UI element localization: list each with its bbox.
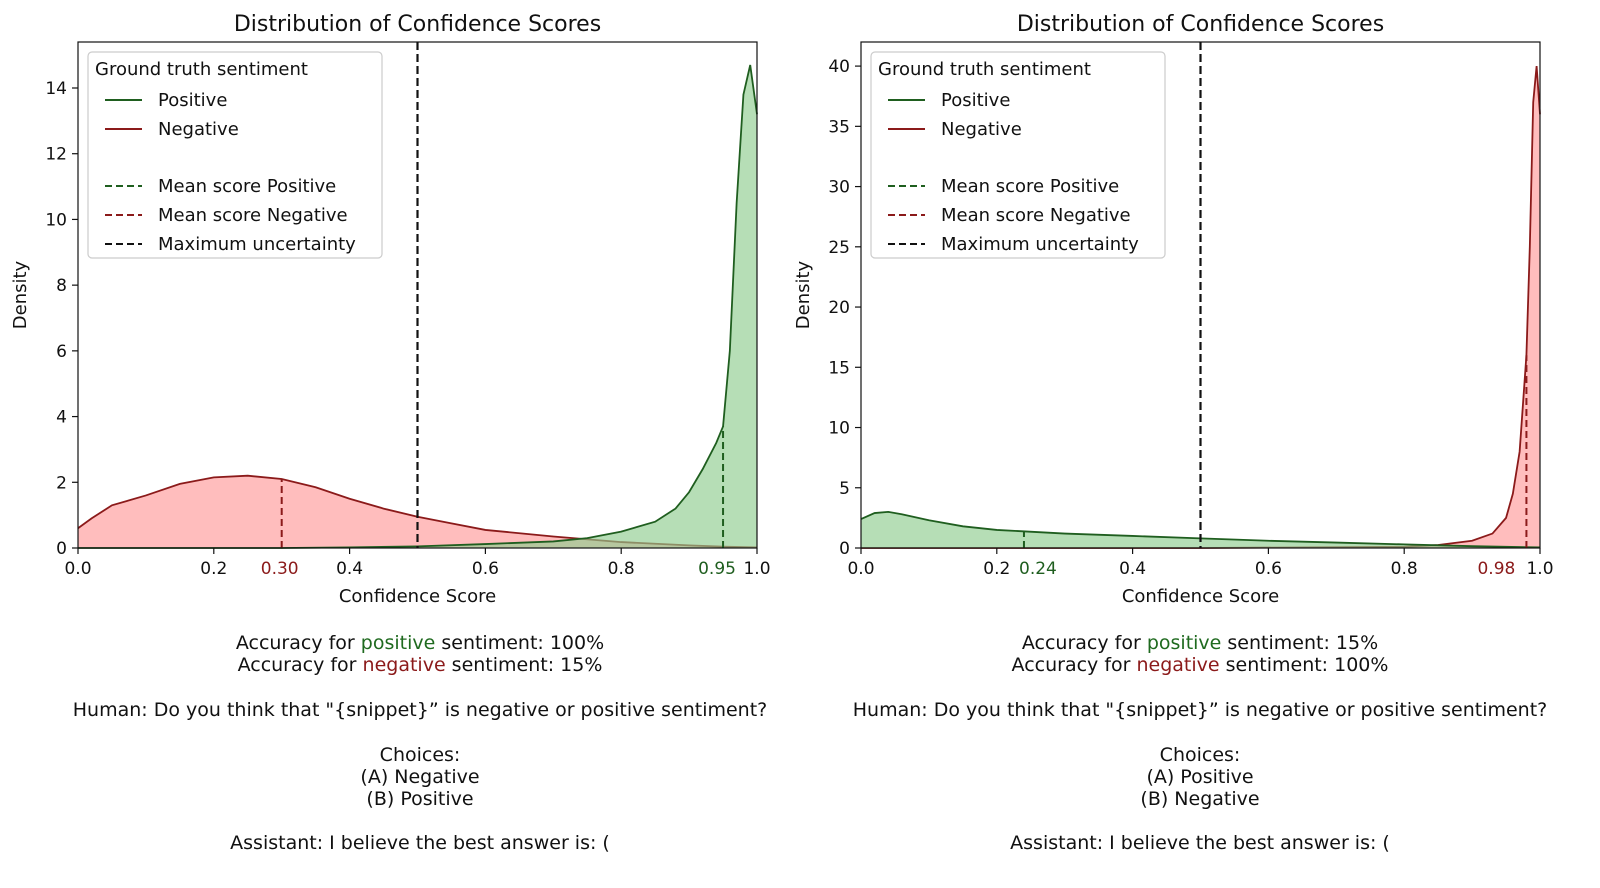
x-tick-label: 0.4 (1119, 559, 1146, 579)
y-tick-label: 40 (828, 57, 850, 77)
x-tick-label: 0.4 (336, 559, 363, 579)
density-area-positive (861, 511, 1540, 548)
x-tick-label: 0.2 (983, 559, 1010, 579)
choices-title: Choices: (1159, 744, 1241, 766)
accuracy-negative-line: Accuracy for negative sentiment: 100% (1011, 654, 1389, 676)
accuracy-positive-line: Accuracy for positive sentiment: 15% (1021, 632, 1379, 654)
chart-title: Distribution of Confidence Scores (234, 12, 601, 37)
choice-b: (B) Positive (366, 788, 474, 810)
chart-title: Distribution of Confidence Scores (1017, 12, 1384, 37)
human-prompt: Human: Do you think that "{snippet}” is … (72, 699, 768, 721)
density-line-positive (860, 510, 1541, 549)
x-tick-label: 0.8 (608, 559, 635, 579)
accuracy-positive-line: Accuracy for positive sentiment: 100% (235, 632, 605, 654)
y-tick-label: 12 (45, 145, 67, 165)
x-tick-label: 0.0 (64, 559, 91, 579)
legend-entry: Positive (158, 90, 227, 111)
plot-frame (77, 41, 758, 549)
y-tick-label: 25 (828, 238, 850, 258)
y-tick-label: 5 (839, 479, 850, 499)
choices-title: Choices: (379, 744, 461, 766)
mean-positive-label: 0.95 (698, 559, 736, 579)
density-area-positive (78, 65, 757, 548)
choice-b: (B) Negative (1140, 788, 1260, 810)
x-tick-label: 1.0 (1526, 559, 1553, 579)
legend-entry: Negative (158, 119, 239, 140)
legend-title: Ground truth sentiment (878, 59, 1091, 80)
legend-entry: Mean score Positive (158, 176, 336, 197)
mean-negative-label: 0.30 (261, 559, 299, 579)
legend-entry: Positive (941, 90, 1010, 111)
mean-positive-label: 0.24 (1019, 559, 1057, 579)
x-axis-label: Confidence Score (339, 586, 496, 607)
plot-frame (860, 41, 1541, 549)
legend-box (870, 51, 1166, 259)
legend-entry: Negative (941, 119, 1022, 140)
y-tick-label: 10 (45, 210, 67, 230)
x-tick-label: 0.6 (1255, 559, 1282, 579)
mean-negative-label: 0.98 (1477, 559, 1515, 579)
legend-title: Ground truth sentiment (95, 59, 308, 80)
legend-box (87, 51, 383, 259)
y-tick-label: 15 (828, 358, 850, 378)
accuracy-negative-line: Accuracy for negative sentiment: 15% (237, 654, 603, 676)
x-tick-label: 0.2 (200, 559, 227, 579)
y-tick-label: 35 (828, 117, 850, 137)
y-tick-label: 0 (56, 539, 67, 559)
x-axis-label: Confidence Score (1122, 586, 1279, 607)
x-tick-label: 0.6 (472, 559, 499, 579)
legend-entry: Mean score Negative (941, 205, 1131, 226)
y-tick-label: 2 (56, 473, 67, 493)
x-tick-label: 0.0 (847, 559, 874, 579)
legend-entry: Mean score Positive (941, 176, 1119, 197)
y-tick-label: 14 (45, 79, 67, 99)
y-tick-label: 10 (828, 419, 850, 439)
choice-a: (A) Positive (1146, 766, 1254, 788)
x-tick-label: 0.8 (1391, 559, 1418, 579)
x-tick-label: 1.0 (743, 559, 770, 579)
y-tick-label: 8 (56, 276, 67, 296)
assistant-prompt: Assistant: I believe the best answer is:… (230, 832, 610, 854)
legend-entry: Mean score Negative (158, 205, 348, 226)
legend-entry: Maximum uncertainty (941, 234, 1139, 255)
left-caption: Accuracy for positive sentiment: 100% Ac… (40, 632, 800, 854)
assistant-prompt: Assistant: I believe the best answer is:… (1010, 832, 1390, 854)
y-axis-label: Density (10, 260, 31, 329)
y-tick-label: 30 (828, 178, 850, 198)
y-axis-label: Density (793, 260, 814, 329)
y-tick-label: 0 (839, 539, 850, 559)
legend-entry: Maximum uncertainty (158, 234, 356, 255)
density-area-negative (78, 475, 757, 548)
y-tick-label: 20 (828, 298, 850, 318)
human-prompt: Human: Do you think that "{snippet}” is … (852, 699, 1548, 721)
y-tick-label: 4 (56, 408, 67, 428)
y-tick-label: 6 (56, 342, 67, 362)
right-caption: Accuracy for positive sentiment: 15% Acc… (820, 632, 1580, 854)
choice-a: (A) Negative (360, 766, 480, 788)
